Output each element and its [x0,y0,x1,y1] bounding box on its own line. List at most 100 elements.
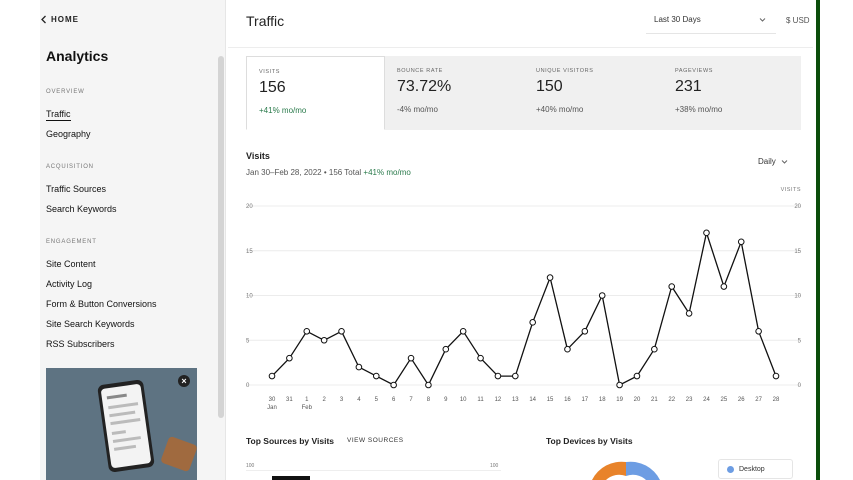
x-tick-label: 9 [444,397,448,403]
promo-image[interactable]: × [46,368,197,480]
x-tick-label: 13 [512,397,519,403]
currency-label: $ USD [786,16,810,25]
stat-label: UNIQUE VISITORS [536,68,594,74]
data-point [546,274,554,281]
y-tick-label-right: 15 [794,249,801,255]
date-range-value: Last 30 Days [654,15,701,24]
x-tick-label: 4 [357,397,361,403]
nav-item-site-content[interactable]: Site Content [46,259,96,269]
x-tick-label: 6 [392,397,396,403]
y-tick-label-right: 10 [794,294,801,300]
data-point [685,310,693,317]
nav-item-form-button-conversions[interactable]: Form & Button Conversions [46,299,157,309]
data-point [581,328,589,335]
data-point [651,345,658,353]
data-point [390,381,397,389]
data-point [425,381,432,389]
nav-item-geography[interactable]: Geography [46,129,91,139]
stat-label: BOUNCE RATE [397,68,443,74]
data-point [737,238,745,246]
granularity-select[interactable]: Daily [758,157,788,166]
stat-card-unique-visitors[interactable]: UNIQUE VISITORS 150 +40% mo/mo [524,56,663,130]
x-tick-label: 14 [529,397,536,403]
x-tick-label: 3 [340,397,344,403]
x-tick-label: 19 [616,397,623,403]
sources-gridline [246,470,501,471]
stat-card-pageviews[interactable]: PAGEVIEWS 231 +38% mo/mo [663,56,801,130]
data-point [512,372,519,380]
data-point [320,336,328,344]
x-tick-label: 21 [651,397,658,403]
visits-title: Visits [246,151,270,161]
y-tick-label-right: 5 [798,338,802,344]
nav-item-site-search-keywords[interactable]: Site Search Keywords [46,319,135,329]
data-point [494,372,502,380]
left-gutter [0,0,40,480]
x-tick-label: 1 [305,397,309,403]
y-axis-label: VISITS [781,187,801,193]
data-point [477,354,484,362]
nav-item-activity-log[interactable]: Activity Log [46,279,93,289]
chevron-left-icon [41,15,46,24]
view-sources-link[interactable]: VIEW SOURCES [347,437,404,444]
x-tick-label: 8 [427,397,431,403]
data-point [286,354,293,362]
app-title: Analytics [46,48,109,64]
section-label-acquisition: ACQUISITION [46,164,94,170]
x-tick-label: 15 [547,397,554,403]
x-tick-label: 12 [495,397,502,403]
header-divider [228,47,813,48]
data-point [303,328,311,335]
stat-value: 73.72% [397,78,452,95]
date-range-select[interactable]: Last 30 Days [646,6,776,34]
sidebar: HOME Analytics OVERVIEW Traffic Geograph… [40,0,226,480]
x-tick-label: 22 [668,397,675,403]
main-content: Traffic Last 30 Days $ USD VISITS 156 +4… [228,0,813,480]
y-tick-label-left: 10 [246,294,253,300]
close-icon[interactable]: × [178,375,190,387]
devices-legend: Desktop [718,459,793,479]
data-point [372,372,380,380]
sources-tick-left: 100 [246,463,255,469]
data-point [442,345,450,353]
stat-change: +40% mo/mo [536,105,584,114]
y-tick-label-left: 5 [246,338,250,344]
x-month-label: Jan [267,405,277,411]
x-tick-label: 27 [755,397,762,403]
stat-card-visits[interactable]: VISITS 156 +41% mo/mo [246,56,385,130]
nav-item-search-keywords[interactable]: Search Keywords [46,204,117,214]
stat-change: +41% mo/mo [259,106,307,115]
nav-item-traffic-sources[interactable]: Traffic Sources [46,184,107,194]
home-link[interactable]: HOME [40,15,79,24]
nav-item-traffic[interactable]: Traffic [46,109,71,121]
x-tick-label: 23 [686,397,693,403]
x-tick-label: 31 [286,397,293,403]
data-point [338,328,345,335]
sources-tick-right: 100 [490,463,499,469]
data-point [668,283,676,290]
x-month-label: Feb [302,405,313,411]
y-tick-label-right: 0 [798,383,802,389]
page-title: Traffic [246,13,285,29]
data-point [703,229,710,237]
sidebar-scrollbar[interactable] [218,56,224,418]
nav-item-rss-subscribers[interactable]: RSS Subscribers [46,339,115,349]
stat-card-bounce-rate[interactable]: BOUNCE RATE 73.72% -4% mo/mo [385,56,524,130]
x-tick-label: 26 [738,397,745,403]
data-point [633,372,641,380]
legend-dot-desktop [727,465,734,473]
visits-subtitle: Jan 30–Feb 28, 2022 • 156 Total +41% mo/… [246,168,411,177]
x-tick-label: 2 [322,397,326,403]
data-point [616,381,623,389]
y-tick-label-right: 20 [794,204,801,210]
stat-value: 231 [675,78,702,95]
sources-title: Top Sources by Visits [246,436,335,446]
x-tick-label: 20 [634,397,641,403]
wood-block-illustration [160,435,197,473]
stat-label: VISITS [259,69,281,75]
stats-panel: VISITS 156 +41% mo/mo BOUNCE RATE 73.72%… [246,56,801,130]
y-tick-label-left: 15 [246,249,253,255]
section-label-engagement: ENGAGEMENT [46,239,97,245]
x-tick-label: 11 [477,397,484,403]
